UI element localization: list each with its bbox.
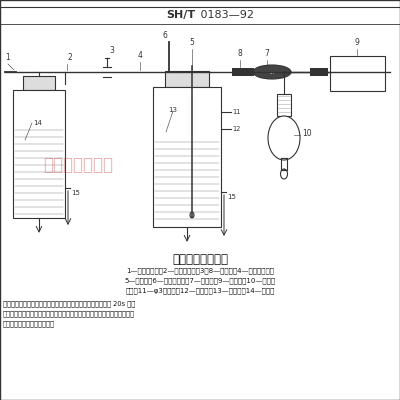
- Text: 1: 1: [6, 53, 10, 62]
- Text: 离器；11—φ3通气孔；12—封闭端；13—试样瓶；14—温水瓶: 离器；11—φ3通气孔；12—封闭端；13—试样瓶；14—温水瓶: [125, 287, 275, 294]
- Bar: [330, 56, 385, 91]
- Text: 11: 11: [232, 109, 240, 115]
- Text: 7: 7: [264, 49, 270, 58]
- Bar: [13, 90, 65, 218]
- Text: 5—温度计；6—气体排出管；7—干燥管；9—测爆仪；10—油气分: 5—温度计；6—气体排出管；7—干燥管；9—测爆仪；10—油气分: [124, 277, 276, 284]
- Text: 15: 15: [227, 194, 236, 200]
- Text: 14: 14: [33, 120, 42, 126]
- Text: 15: 15: [71, 190, 80, 196]
- Ellipse shape: [268, 116, 300, 160]
- Text: 4: 4: [138, 51, 142, 60]
- Bar: [165, 71, 209, 87]
- Text: 0183—92: 0183—92: [197, 10, 254, 20]
- Bar: [232, 68, 254, 76]
- Bar: [23, 76, 55, 90]
- Text: 瑞博尔化玻仪器: 瑞博尔化玻仪器: [43, 156, 113, 174]
- Ellipse shape: [253, 65, 291, 79]
- Text: 2: 2: [68, 53, 73, 62]
- Bar: [277, 94, 291, 116]
- Text: 9: 9: [354, 38, 360, 47]
- Text: 1—气体输入管；2—温水排出管；3，8—橡胶管；4—温水输入管；: 1—气体输入管；2—温水排出管；3，8—橡胶管；4—温水输入管；: [126, 267, 274, 274]
- Text: 8: 8: [238, 49, 242, 58]
- Text: 爆仪示值恒定时，记录读数。: 爆仪示值恒定时，记录读数。: [3, 320, 55, 327]
- Text: 6: 6: [162, 31, 167, 40]
- Bar: [310, 68, 328, 76]
- Text: 10: 10: [302, 128, 312, 138]
- Text: 5: 5: [190, 38, 194, 47]
- Text: 蒸汽发生器示意图: 蒸汽发生器示意图: [172, 253, 228, 266]
- Text: SH/T: SH/T: [166, 10, 195, 20]
- Text: 12: 12: [232, 126, 240, 132]
- Text: 3: 3: [109, 46, 114, 55]
- Bar: [153, 87, 221, 227]
- Ellipse shape: [280, 169, 288, 179]
- Ellipse shape: [190, 212, 194, 218]
- Text: ...: ...: [269, 70, 275, 74]
- Text: 调节到一定压力的压缩空气输入温水瓶内，使温水瓶内的水在 20s 内将: 调节到一定压力的压缩空气输入温水瓶内，使温水瓶内的水在 20s 内将: [3, 300, 135, 307]
- Text: 下气体排出铜管，使排气孔处在油蒸气中，然后打开试样瓶温水输入管夹头: 下气体排出铜管，使排气孔处在油蒸气中，然后打开试样瓶温水输入管夹头: [3, 310, 135, 317]
- Text: 13: 13: [168, 107, 177, 113]
